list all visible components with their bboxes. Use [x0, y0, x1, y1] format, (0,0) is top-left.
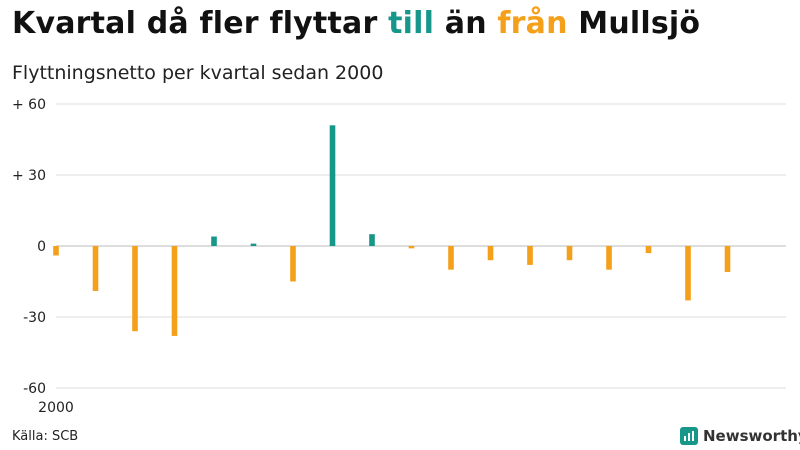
bar	[53, 246, 59, 256]
source-note: Källa: SCB	[12, 429, 79, 444]
bar	[645, 246, 652, 254]
bar	[606, 246, 612, 270]
bar	[329, 125, 336, 246]
newsworthy-logo-icon	[680, 427, 698, 445]
bar	[171, 246, 178, 336]
bar	[132, 246, 138, 332]
y-tick-label: 0	[37, 239, 46, 255]
y-tick-label: + 60	[12, 97, 46, 113]
bar	[290, 246, 296, 282]
title-till: till	[388, 6, 435, 41]
bar	[92, 246, 99, 291]
bar	[487, 246, 494, 261]
bar	[527, 246, 533, 265]
y-tick-label: + 30	[12, 168, 46, 184]
title-part-3: Mullsjö	[567, 6, 701, 41]
bars	[53, 125, 731, 336]
title-part-2: än	[434, 6, 498, 41]
title-fran: från	[497, 6, 568, 41]
chart-subtitle: Flyttningsnetto per kvartal sedan 2000	[12, 62, 384, 84]
bar	[250, 243, 257, 246]
x-tick-labels: 20002005201020152020	[38, 400, 74, 416]
bar	[448, 246, 454, 270]
bar	[211, 236, 217, 246]
title-part-1: Kvartal då fler flyttar	[12, 6, 389, 41]
bar	[724, 246, 731, 273]
brand-logo: Newsworthy	[680, 427, 800, 445]
bar	[408, 246, 415, 249]
grid-lines	[56, 103, 786, 389]
bar	[566, 246, 573, 261]
chart-title: Kvartal då fler flyttar till än från Mul…	[12, 6, 700, 41]
brand-name: Newsworthy	[703, 427, 800, 445]
y-tick-label: -60	[23, 381, 46, 397]
y-tick-label: -30	[23, 310, 46, 326]
y-tick-labels: + 60 + 30 0 -30 -60	[12, 97, 46, 397]
bar	[369, 234, 375, 246]
bar	[685, 246, 691, 301]
x-tick-label: 2000	[38, 400, 74, 416]
